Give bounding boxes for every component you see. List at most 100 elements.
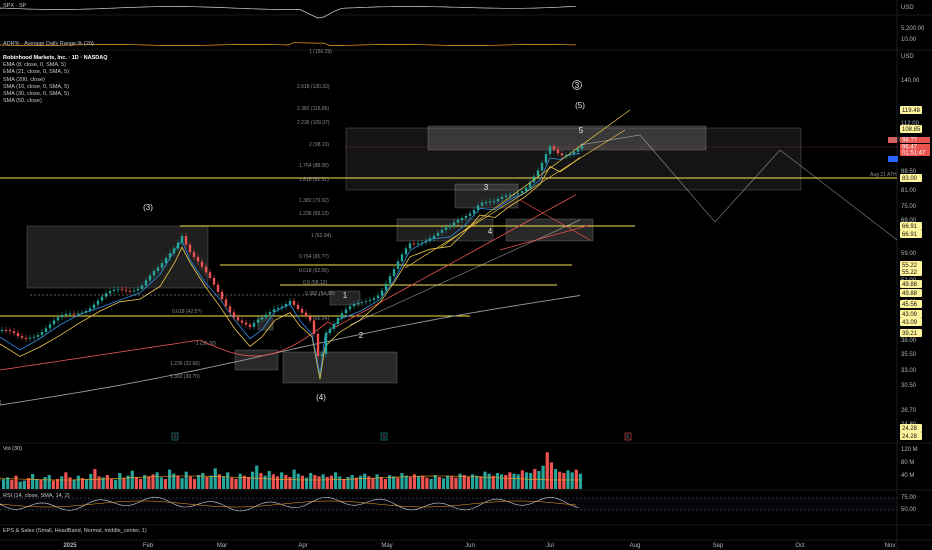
candle-body xyxy=(380,290,384,296)
volume-bar xyxy=(35,479,39,489)
candle-body xyxy=(336,318,340,324)
svg-text:39.21: 39.21 xyxy=(902,331,918,337)
volume-bar xyxy=(14,475,18,489)
volume-bar xyxy=(446,475,450,489)
volume-bar xyxy=(209,475,213,489)
fib-label-12: 0.5 (58.12) xyxy=(303,280,328,286)
event-marker-2 xyxy=(624,432,632,441)
spx-line xyxy=(0,5,577,19)
volume-bar xyxy=(280,472,284,489)
price-badge-11: 43.09 xyxy=(900,318,922,326)
volume-bar xyxy=(97,476,101,489)
candle-body xyxy=(196,256,200,262)
last-price-tag xyxy=(888,137,897,143)
candle-body xyxy=(572,151,576,154)
fib-label-3: 2.236 (109.37) xyxy=(297,120,330,126)
volume-bar xyxy=(562,473,566,489)
volume-bar xyxy=(358,475,363,489)
indicator-4[interactable]: SMA (30, close, 0, SMA, 5) xyxy=(3,91,70,98)
spx-pane-label: SPX · SP xyxy=(3,3,27,9)
price-badge-2: 83.00 xyxy=(900,174,922,182)
volume-bar xyxy=(184,471,188,489)
candle-body xyxy=(36,334,40,337)
volume-bar xyxy=(51,480,55,489)
volume-bar xyxy=(462,475,466,489)
candle-body xyxy=(536,170,540,177)
candle-body xyxy=(332,323,336,329)
candle-body xyxy=(476,205,480,210)
candle-body xyxy=(20,336,24,338)
volume-bar xyxy=(26,478,31,489)
indicator-1[interactable]: EMA (21, close, 0, SMA, 5) xyxy=(3,69,70,76)
volume-bar xyxy=(400,473,404,489)
volume-bar xyxy=(441,478,446,489)
volume-bar xyxy=(500,474,504,489)
price-badge-8: 49.88 xyxy=(900,289,922,297)
volume-bar xyxy=(47,475,51,489)
candle-body xyxy=(64,313,68,316)
volume-bar xyxy=(529,473,533,489)
volume-bar xyxy=(226,472,230,489)
volume-bar xyxy=(574,469,578,489)
candle-body xyxy=(56,317,60,321)
candle-body xyxy=(192,252,196,257)
last-price-value-0: 98.?? xyxy=(902,138,918,144)
volume-bar xyxy=(22,480,26,489)
svg-text:83.00: 83.00 xyxy=(902,176,918,182)
time-tick-1: Feb xyxy=(143,543,154,549)
candle-body xyxy=(328,328,332,333)
candle-body xyxy=(556,149,560,154)
candle-body xyxy=(84,310,88,313)
indicator-3[interactable]: SMA (10, close, 0, SMA, 5) xyxy=(3,83,70,90)
volume-bar xyxy=(101,477,105,489)
candle-body xyxy=(352,304,356,307)
volume-axis-tick-0: 120 M xyxy=(901,447,918,453)
volume-bar xyxy=(263,475,267,489)
last-price-badge-2 xyxy=(900,150,930,156)
candle-body xyxy=(404,248,408,255)
volume-bar xyxy=(541,465,545,489)
candle-body xyxy=(232,312,236,318)
candle-body xyxy=(540,162,544,171)
candle-body xyxy=(52,320,56,325)
candle-body xyxy=(436,232,440,236)
candle-body xyxy=(396,261,400,269)
volume-bar xyxy=(387,475,392,489)
candle-body xyxy=(528,182,532,188)
time-tick-3: Apr xyxy=(298,543,307,549)
indicator-2[interactable]: SMA (200, close) xyxy=(3,76,45,83)
volume-bar xyxy=(437,477,441,489)
candle-body xyxy=(580,145,584,149)
volume-bar xyxy=(255,465,259,489)
candle-body xyxy=(508,194,512,196)
candle-body xyxy=(76,313,80,315)
candle-body xyxy=(388,276,392,284)
candle-body xyxy=(340,313,344,319)
rsi-line xyxy=(0,496,580,512)
indicator-5[interactable]: SMA (50, close) xyxy=(3,98,42,105)
fib-label-15: 0.618 (42.5?) xyxy=(172,309,202,315)
candle-body xyxy=(204,266,208,273)
volume-bar xyxy=(234,479,238,489)
candle-body xyxy=(96,300,100,305)
volume-bar xyxy=(533,469,537,489)
candle-body xyxy=(136,288,140,291)
volume-bar xyxy=(2,479,6,489)
zone-box-8 xyxy=(257,317,274,331)
candle-body xyxy=(128,290,132,292)
volume-bar xyxy=(89,474,93,489)
candle-body xyxy=(100,296,104,301)
projection-line-2 xyxy=(349,219,581,326)
candle-body xyxy=(464,215,468,219)
candle-body xyxy=(152,271,156,276)
volume-bar xyxy=(192,479,197,489)
candle-body xyxy=(304,312,308,317)
svg-text:24.28: 24.28 xyxy=(902,434,918,440)
event-marker-text-1: S xyxy=(382,435,386,441)
volume-bar xyxy=(93,469,97,489)
sma-200-line xyxy=(0,295,581,406)
candle-body xyxy=(260,317,264,320)
indicator-0[interactable]: EMA (8, close, 0, SMA, 5) xyxy=(3,62,66,69)
candle-body xyxy=(0,329,4,331)
